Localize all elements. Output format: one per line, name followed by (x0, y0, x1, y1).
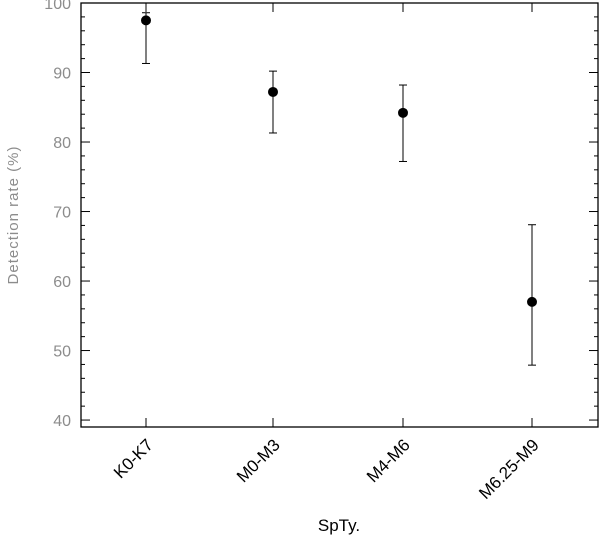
y-tick-label: 70 (53, 205, 71, 222)
y-tick-label: 80 (53, 135, 71, 152)
y-tick-label: 90 (53, 66, 71, 83)
x-tick-label: M0-M3 (233, 435, 284, 486)
y-tick-label: 100 (44, 0, 71, 13)
data-point (398, 107, 408, 118)
x-axis: K0-K7 M0-M3 M4-M6 M6.25-M9 (110, 3, 543, 503)
y-axis-title: Detection rate (%) (5, 146, 22, 285)
data-point (268, 86, 278, 97)
x-tick-label: M6.25-M9 (475, 435, 543, 503)
data-point (141, 15, 151, 26)
y-axis: 40 50 60 70 80 90 100 (44, 0, 598, 430)
x-axis-title: SpTy. (318, 516, 360, 535)
x-tick-label: M4-M6 (363, 435, 414, 486)
plot-frame (80, 2, 599, 428)
x-tick-label: K0-K7 (110, 435, 157, 482)
data-marks (141, 12, 537, 366)
y-tick-label: 60 (53, 274, 71, 291)
y-tick-label: 40 (53, 413, 71, 430)
y-tick-label: 50 (53, 344, 71, 361)
data-point (527, 296, 537, 307)
